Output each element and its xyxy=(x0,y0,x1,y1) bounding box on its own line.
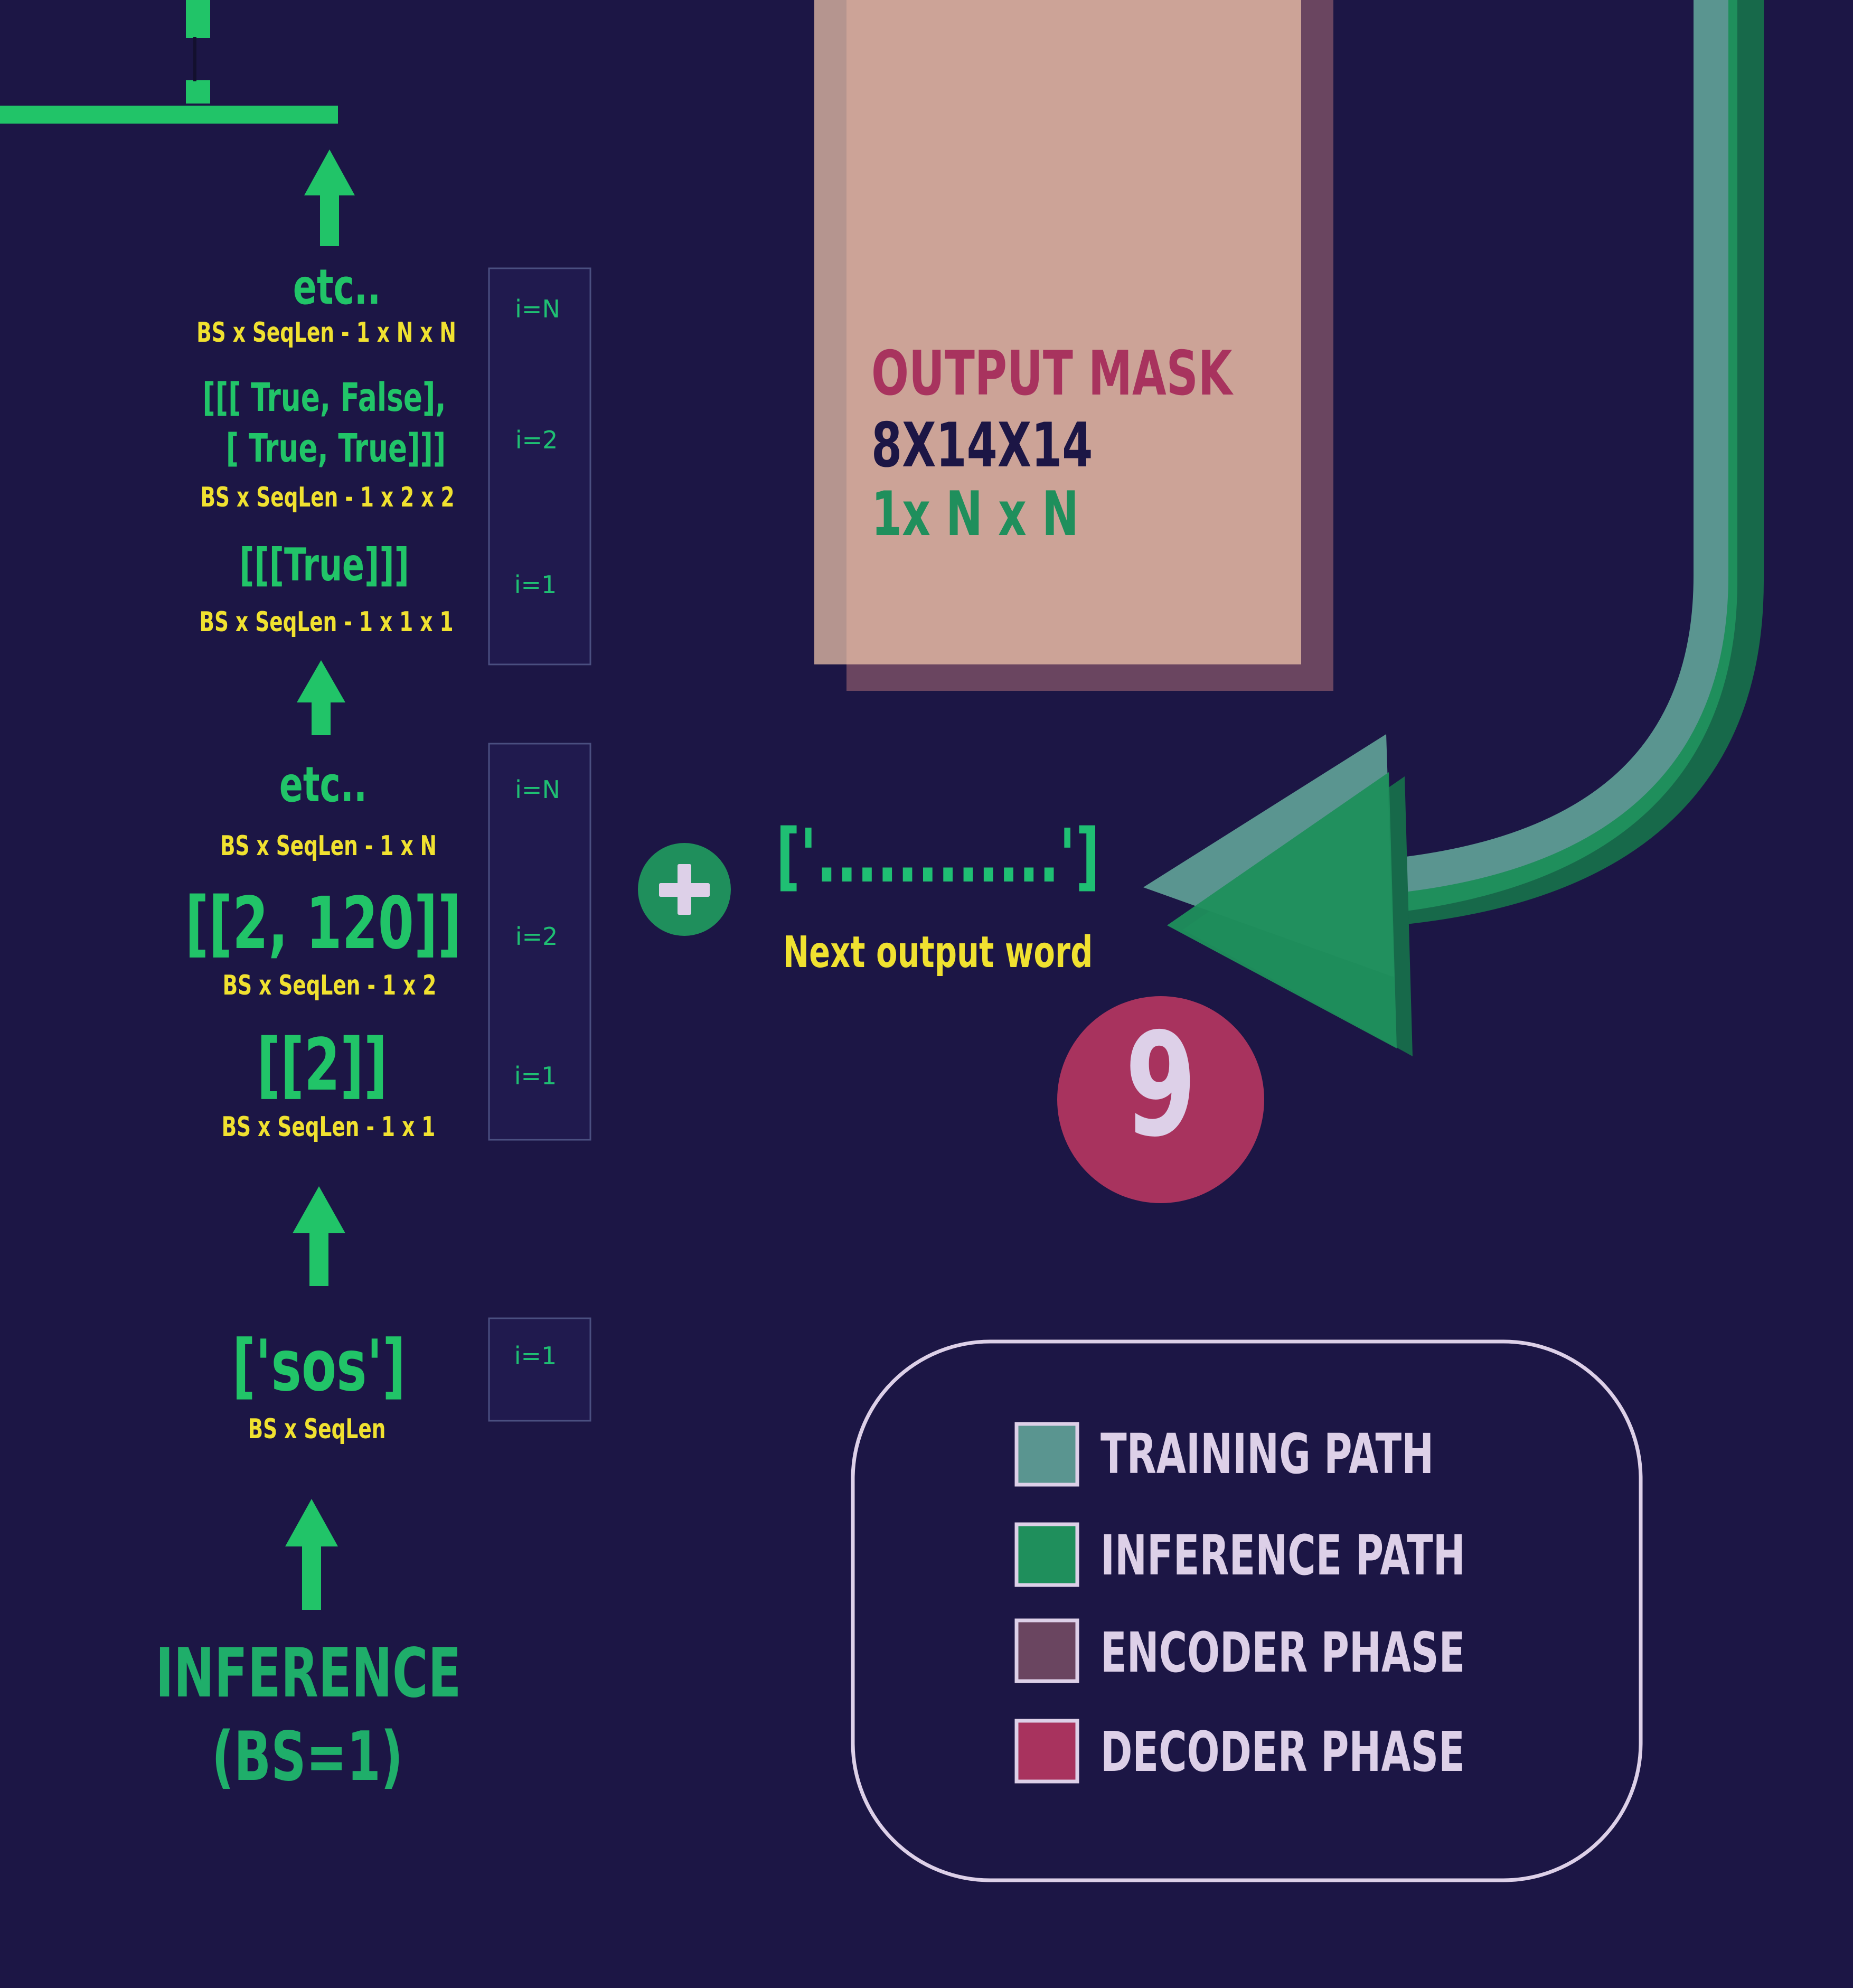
mask-index-box xyxy=(488,267,591,665)
up-arrow-2 xyxy=(297,660,345,735)
inference-title: INFERENCE xyxy=(155,1634,462,1713)
mask-i1-shape: BS x SeqLen - 1 x 1 x 1 xyxy=(199,606,454,638)
sos-index: i=1 xyxy=(514,1342,557,1370)
output-mask-title: OUTPUT MASK xyxy=(871,338,1233,409)
token-i1-value: [[2]] xyxy=(257,1024,388,1107)
legend-label-inference: INFERENCE PATH xyxy=(1100,1523,1465,1588)
top-connector-stub-1 xyxy=(186,0,210,38)
token-index-2: i=2 xyxy=(515,922,558,951)
sos-token: ['sos'] xyxy=(232,1325,406,1407)
legend-label-training: TRAINING PATH xyxy=(1100,1422,1434,1486)
legend-swatch-inference xyxy=(1014,1522,1079,1587)
up-arrow-3 xyxy=(293,1186,345,1286)
top-connector-gap xyxy=(193,37,196,81)
token-i2-value: [[2, 120]] xyxy=(185,882,462,965)
next-word-label: Next output word xyxy=(783,927,1093,978)
token-index-n: i=N xyxy=(515,775,560,804)
mask-i2-shape: BS x SeqLen - 1 x 2 x 2 xyxy=(200,482,455,513)
output-mask-overlap xyxy=(814,0,846,664)
legend-frame xyxy=(851,1339,1643,1882)
sos-index-box xyxy=(488,1317,591,1422)
inference-path-curve xyxy=(1402,0,1764,924)
mask-i1-value: [[[True]]] xyxy=(239,539,409,592)
legend-label-decoder: DECODER PHASE xyxy=(1100,1720,1465,1784)
mask-index-n: i=N xyxy=(515,295,560,323)
token-i2-shape: BS x SeqLen - 1 x 2 xyxy=(222,970,437,1001)
step-badge-circle xyxy=(1057,996,1264,1203)
token-i1-shape: BS x SeqLen - 1 x 1 xyxy=(221,1111,436,1143)
plus-icon-v xyxy=(678,864,691,915)
legend-swatch-training xyxy=(1014,1422,1079,1487)
inference-batch-size: (BS=1) xyxy=(211,1718,403,1796)
mask-etc: etc.. xyxy=(293,259,381,315)
output-mask-inference-shape: 1x N x N xyxy=(871,479,1079,550)
step-badge-number: 9 xyxy=(1125,1002,1197,1168)
mask-index-1: i=1 xyxy=(514,570,557,599)
top-connector-stub-2 xyxy=(186,80,210,104)
legend-swatch-encoder xyxy=(1014,1618,1079,1683)
training-path-curve xyxy=(1381,0,1728,894)
token-index-box xyxy=(488,743,591,1141)
sos-shape: BS x SeqLen xyxy=(248,1413,386,1445)
next-word-placeholder: ['............'] xyxy=(776,813,1100,899)
top-connector-line xyxy=(0,106,338,124)
mask-etc-shape: BS x SeqLen - 1 x N x N xyxy=(196,317,456,349)
mask-i2-line1: [[[ True, False], xyxy=(202,375,446,420)
mask-index-2: i=2 xyxy=(515,426,558,454)
mask-i2-line2: [ True, True]]] xyxy=(225,426,446,471)
token-etc: etc.. xyxy=(279,756,368,813)
output-mask-training-shape: 8X14X14 xyxy=(871,410,1093,481)
up-arrow-1 xyxy=(304,149,355,246)
token-index-1: i=1 xyxy=(514,1062,557,1090)
inference-arrowhead xyxy=(1167,772,1397,1048)
up-arrow-4 xyxy=(285,1499,338,1610)
token-etc-shape: BS x SeqLen - 1 x N xyxy=(220,830,437,862)
output-mask-panel xyxy=(814,0,1301,664)
legend-swatch-decoder xyxy=(1014,1719,1079,1784)
legend-label-encoder: ENCODER PHASE xyxy=(1100,1620,1465,1685)
